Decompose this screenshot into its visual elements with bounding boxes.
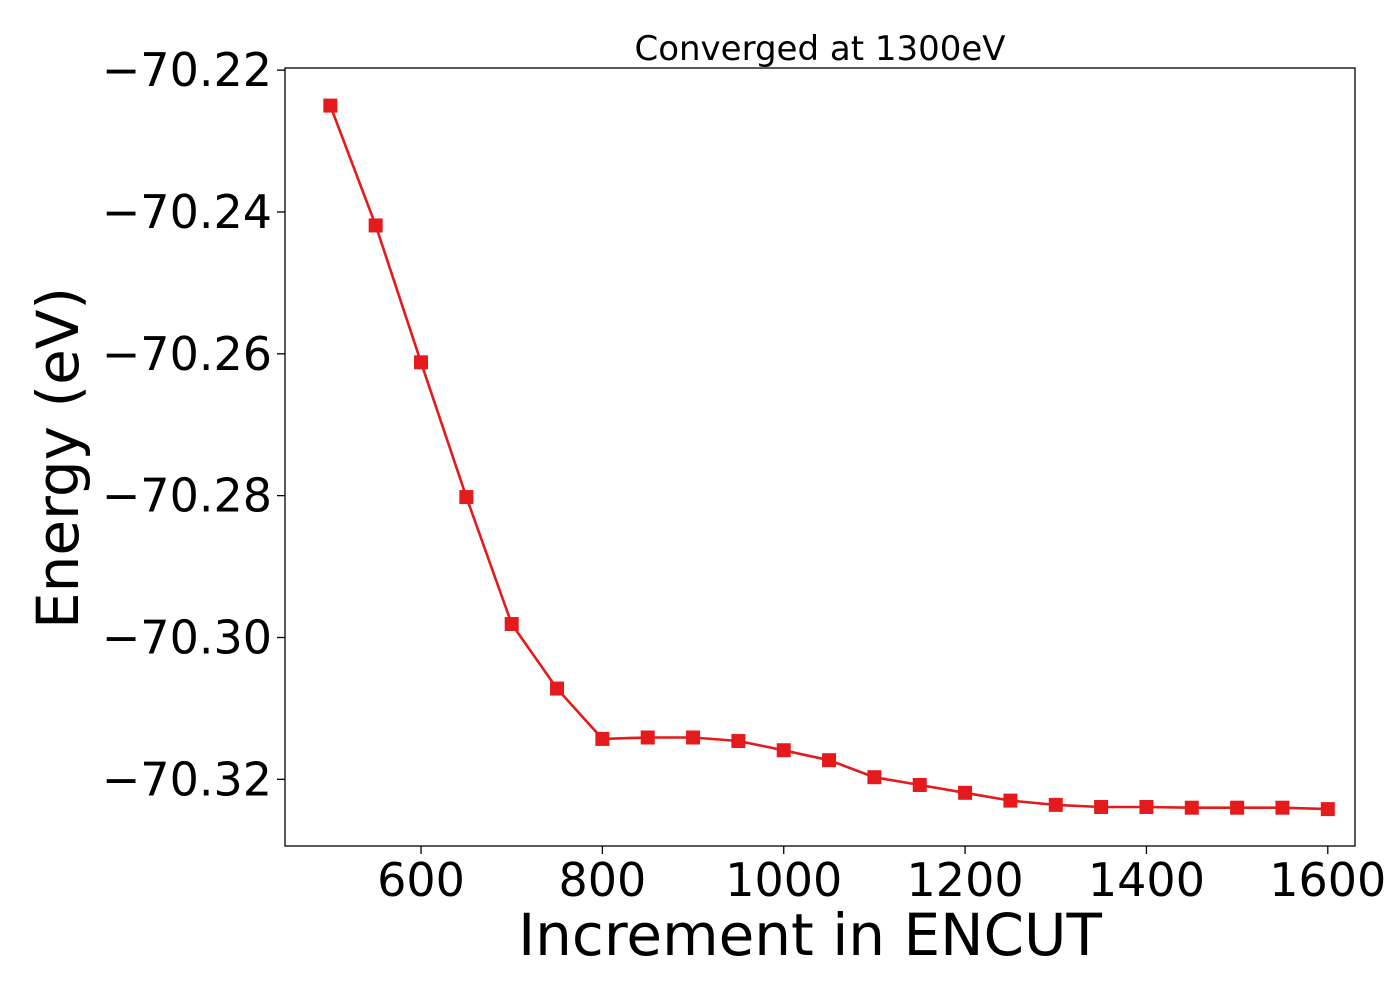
data-point-marker bbox=[640, 730, 655, 745]
data-point-marker bbox=[504, 617, 519, 632]
y-axis-title: Energy (eV) bbox=[24, 287, 92, 629]
x-tick-label: 1200 bbox=[907, 853, 1024, 907]
y-tick-label: −70.32 bbox=[102, 752, 272, 806]
data-point-marker bbox=[368, 218, 383, 233]
data-point-marker bbox=[550, 681, 565, 696]
data-point-marker bbox=[1094, 799, 1109, 814]
data-point-marker bbox=[822, 753, 837, 768]
data-point-marker bbox=[323, 98, 338, 113]
data-point-marker bbox=[867, 770, 882, 785]
y-tick-label: −70.30 bbox=[102, 610, 272, 664]
data-point-marker bbox=[1139, 799, 1154, 814]
data-point-marker bbox=[958, 785, 973, 800]
y-tick-label: −70.22 bbox=[102, 43, 272, 97]
data-point-marker bbox=[1320, 802, 1335, 817]
data-point-marker bbox=[731, 734, 746, 749]
data-point-marker bbox=[776, 743, 791, 758]
x-tick-label: 600 bbox=[377, 853, 465, 907]
plot-frame bbox=[284, 67, 1356, 847]
data-point-marker bbox=[1275, 800, 1290, 815]
x-tick-label: 800 bbox=[558, 853, 646, 907]
data-point-marker bbox=[1230, 800, 1245, 815]
data-point-marker bbox=[595, 731, 610, 746]
data-point-marker bbox=[459, 490, 474, 505]
y-tick-label: −70.26 bbox=[102, 327, 272, 381]
x-tick-label: 1600 bbox=[1269, 853, 1386, 907]
chart-title: Converged at 1300eV bbox=[634, 29, 1005, 69]
plot-series bbox=[323, 98, 1335, 817]
x-axis: 600 800 1000 1200 1400 1600 bbox=[377, 846, 1386, 907]
data-point-marker bbox=[912, 778, 927, 793]
x-tick-label: 1400 bbox=[1088, 853, 1205, 907]
x-tick-label: 1000 bbox=[725, 853, 842, 907]
data-point-marker bbox=[1184, 800, 1199, 815]
y-tick-label: −70.24 bbox=[102, 185, 272, 239]
data-point-marker bbox=[1048, 797, 1063, 812]
data-point-marker bbox=[686, 730, 701, 745]
x-axis-title: Increment in ENCUT bbox=[518, 901, 1102, 969]
data-point-marker bbox=[1003, 793, 1018, 808]
data-point-marker bbox=[414, 355, 429, 370]
y-axis: −70.22 −70.24 −70.26 −70.28 −70.30 −70.32 bbox=[102, 43, 285, 806]
series-line bbox=[329, 105, 1328, 811]
y-tick-label: −70.28 bbox=[102, 469, 272, 523]
